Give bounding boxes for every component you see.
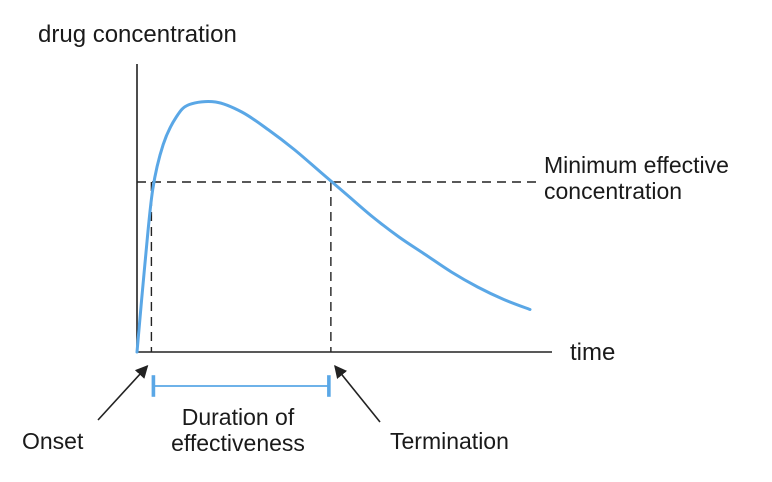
concentration-curve bbox=[135, 100, 532, 354]
onset-label: Onset bbox=[22, 428, 84, 454]
threshold-label-line1: Minimum effective bbox=[544, 152, 729, 178]
termination-arrow bbox=[334, 365, 381, 423]
duration-label-line1: Duration of bbox=[182, 404, 295, 430]
termination-label: Termination bbox=[390, 428, 509, 454]
x-axis-label: time bbox=[570, 339, 615, 366]
duration-label-line2: effectiveness bbox=[171, 430, 305, 456]
onset-arrow bbox=[97, 365, 149, 421]
threshold-label-line2: concentration bbox=[544, 178, 682, 204]
y-axis-label: drug concentration bbox=[38, 21, 237, 48]
